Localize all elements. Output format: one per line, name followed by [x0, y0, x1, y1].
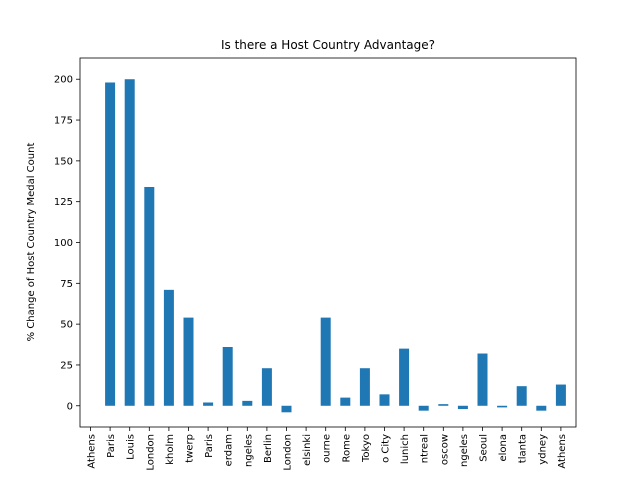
- bar-24: [555, 384, 566, 406]
- y-tick-label: 75: [60, 279, 73, 290]
- y-tick-label: 175: [54, 116, 73, 127]
- x-tick-label: ngeles: [459, 434, 470, 467]
- bar-4: [163, 289, 174, 406]
- x-tick-label: kholm: [165, 434, 176, 465]
- y-tick-label: 150: [54, 156, 73, 167]
- x-tick-label: London: [283, 434, 294, 471]
- plot-frame: [79, 57, 577, 428]
- bar-8: [242, 400, 253, 406]
- bar-1: [105, 82, 116, 406]
- bar-12: [320, 317, 331, 406]
- bar-23: [536, 405, 547, 411]
- bar-7: [222, 347, 233, 406]
- bar-13: [340, 397, 351, 406]
- x-tick-label: elona: [498, 434, 509, 462]
- bars-layer: [105, 79, 566, 413]
- bar-17: [418, 405, 429, 411]
- bar-2: [124, 79, 135, 406]
- x-tick-label: Athens: [557, 434, 568, 469]
- x-tick-label: twerp: [185, 434, 196, 463]
- y-ticks: 0 25 50 75 100 125 150 175 200: [54, 75, 80, 412]
- x-tick-label: London: [145, 434, 156, 471]
- x-ticks: Athens Paris Louis London kholm twerp Paris erd…: [87, 427, 568, 471]
- x-tick-label: tlanta: [518, 434, 529, 463]
- x-tick-label: Paris: [106, 434, 117, 458]
- x-tick-label: Seoul: [479, 434, 490, 462]
- bar-9: [261, 368, 272, 406]
- chart-title: Is there a Host Country Advantage?: [221, 38, 435, 52]
- x-tick-label: ydney: [537, 434, 548, 465]
- x-tick-label: oscow: [439, 434, 450, 465]
- y-tick-label: 50: [60, 320, 73, 331]
- bar-15: [379, 394, 390, 406]
- x-tick-label: o City: [381, 434, 392, 463]
- y-tick-label: 0: [67, 401, 73, 412]
- x-tick-label: Athens: [87, 434, 98, 469]
- bar-6: [203, 402, 214, 406]
- x-tick-label: erdam: [224, 434, 235, 466]
- x-tick-label: ntreal: [420, 434, 431, 463]
- x-tick-label: elsinki: [302, 434, 313, 466]
- x-tick-label: Louis: [126, 434, 137, 460]
- bar-19: [457, 405, 468, 410]
- y-tick-label: 100: [54, 238, 73, 249]
- bar-5: [183, 317, 194, 406]
- bar-10: [281, 405, 292, 413]
- x-tick-label: Rome: [341, 434, 352, 463]
- x-tick-label: ourne: [322, 434, 333, 463]
- bar-16: [399, 348, 410, 406]
- y-tick-label: 125: [54, 197, 73, 208]
- bar-3: [144, 186, 155, 406]
- bar-20: [477, 353, 488, 406]
- x-tick-label: Tokyo: [361, 434, 372, 463]
- bar-14: [359, 368, 370, 406]
- y-axis-label: % Change of Host Country Medal Count: [26, 143, 37, 342]
- bar-18: [438, 404, 449, 406]
- bar-21: [497, 405, 508, 408]
- x-tick-label: lunich: [400, 434, 411, 464]
- y-tick-label: 25: [60, 360, 73, 371]
- y-tick-label: 200: [54, 75, 73, 86]
- x-tick-label: Berlin: [263, 434, 274, 463]
- x-tick-label: ngeles: [243, 434, 254, 467]
- x-tick-label: Paris: [204, 434, 215, 458]
- bar-22: [516, 386, 527, 406]
